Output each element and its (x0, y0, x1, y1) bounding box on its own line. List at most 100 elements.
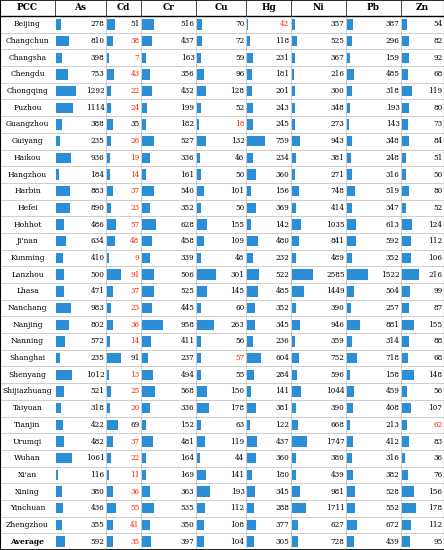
Bar (198, 503, 205, 514)
Text: 57: 57 (235, 354, 245, 362)
Bar (403, 436, 409, 447)
Bar (247, 236, 258, 246)
Bar (247, 403, 256, 414)
Text: 37: 37 (131, 438, 139, 446)
Text: 522: 522 (276, 271, 289, 279)
Text: 124: 124 (428, 221, 443, 229)
Bar (107, 136, 111, 146)
Text: 521: 521 (91, 387, 104, 395)
Bar (198, 136, 206, 146)
Text: 180: 180 (275, 471, 289, 479)
Bar (247, 453, 256, 464)
Text: 339: 339 (181, 254, 194, 262)
Text: 278: 278 (91, 20, 104, 29)
Bar (198, 470, 206, 480)
Text: 369: 369 (276, 204, 289, 212)
Text: 398: 398 (91, 54, 104, 62)
Text: 288: 288 (276, 504, 289, 512)
Text: 1522: 1522 (381, 271, 400, 279)
Bar (348, 436, 353, 447)
Bar (107, 69, 114, 80)
Text: 41: 41 (130, 521, 139, 529)
Text: 35: 35 (131, 120, 139, 129)
Text: 243: 243 (276, 104, 289, 112)
Text: 24: 24 (130, 104, 139, 112)
Text: 412: 412 (385, 438, 400, 446)
Bar (56, 486, 62, 497)
Bar (293, 370, 297, 380)
Text: 20: 20 (130, 404, 139, 412)
Text: 106: 106 (428, 254, 443, 262)
Text: 42: 42 (280, 20, 289, 29)
Bar (293, 453, 296, 464)
Bar (198, 420, 202, 430)
Bar (247, 53, 253, 63)
Bar (56, 286, 63, 296)
Text: 305: 305 (276, 538, 289, 546)
Text: 92: 92 (433, 54, 443, 62)
Text: 753: 753 (91, 70, 104, 79)
Text: 504: 504 (386, 287, 400, 295)
Bar (198, 69, 203, 80)
Bar (293, 320, 300, 330)
Bar (107, 503, 115, 514)
Text: 109: 109 (230, 237, 245, 245)
Text: 51: 51 (433, 154, 443, 162)
Text: 80: 80 (433, 187, 443, 195)
Text: 411: 411 (180, 337, 194, 345)
Text: 752: 752 (331, 354, 345, 362)
Text: 213: 213 (386, 421, 400, 429)
Bar (348, 370, 350, 380)
Bar (56, 453, 72, 464)
Bar (143, 136, 154, 146)
Text: 377: 377 (276, 521, 289, 529)
Bar (403, 370, 414, 380)
Bar (198, 36, 202, 46)
Text: 397: 397 (181, 538, 194, 546)
Bar (247, 286, 258, 296)
Bar (143, 69, 150, 80)
Bar (56, 19, 61, 30)
Bar (293, 219, 301, 230)
Text: PCC: PCC (17, 3, 38, 13)
Text: Taiyuan: Taiyuan (12, 404, 43, 412)
Text: Hangzhou: Hangzhou (8, 170, 47, 179)
Text: Pb: Pb (367, 3, 380, 13)
Bar (56, 386, 64, 397)
Text: 60: 60 (235, 304, 245, 312)
Bar (403, 353, 408, 363)
Text: 82: 82 (433, 37, 443, 45)
Bar (143, 253, 150, 263)
Text: 983: 983 (91, 304, 104, 312)
Text: 25: 25 (130, 387, 139, 395)
Text: 36: 36 (131, 321, 139, 329)
Text: 359: 359 (331, 337, 345, 345)
Bar (143, 153, 150, 163)
Bar (107, 236, 115, 246)
Bar (293, 253, 297, 263)
Text: 245: 245 (276, 120, 289, 129)
Bar (293, 69, 294, 80)
Bar (198, 386, 207, 397)
Bar (348, 420, 350, 430)
Bar (293, 36, 297, 46)
Text: 26: 26 (130, 137, 139, 145)
Bar (143, 336, 151, 346)
Text: 156: 156 (428, 488, 443, 496)
Bar (403, 470, 408, 480)
Text: 132: 132 (230, 137, 245, 145)
Bar (293, 236, 299, 246)
Text: 44: 44 (235, 454, 245, 462)
Bar (247, 253, 253, 263)
Bar (403, 503, 416, 514)
Text: 216: 216 (330, 70, 345, 79)
Text: 70: 70 (235, 20, 245, 29)
Text: 48: 48 (130, 237, 139, 245)
Text: 68: 68 (433, 354, 443, 362)
Bar (198, 286, 206, 296)
Text: Shenyang: Shenyang (8, 371, 47, 379)
Text: 1747: 1747 (326, 438, 345, 446)
Bar (293, 470, 296, 480)
Bar (403, 386, 407, 397)
Text: 37: 37 (131, 187, 139, 195)
